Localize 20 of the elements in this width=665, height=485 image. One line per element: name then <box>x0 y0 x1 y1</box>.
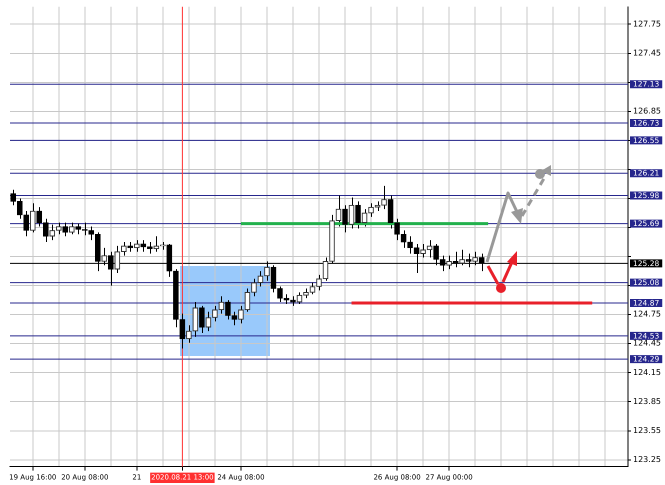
candlestick <box>232 311 238 326</box>
y-tick-label: 127.45 <box>633 48 661 58</box>
y-tick-label: 124.45 <box>633 338 661 348</box>
candlestick <box>82 222 88 236</box>
y-tick-label: 123.25 <box>633 454 661 464</box>
candlestick <box>342 204 348 233</box>
candlestick <box>355 200 361 229</box>
candlestick <box>23 210 30 237</box>
y-tick-label: 123.85 <box>633 396 661 406</box>
y-tick-label: 124.75 <box>633 310 661 319</box>
candlestick <box>199 305 205 334</box>
y-tick-label: 127.75 <box>633 19 661 28</box>
candlestick <box>225 300 231 320</box>
y-tick-label: 124.15 <box>633 368 661 377</box>
candlestick <box>75 223 82 235</box>
candlestick <box>290 296 296 306</box>
y-tick-label: 126.85 <box>633 106 661 116</box>
y-tick-label: 123.55 <box>633 426 661 435</box>
candlestick <box>62 222 68 237</box>
candlestick <box>180 313 186 350</box>
